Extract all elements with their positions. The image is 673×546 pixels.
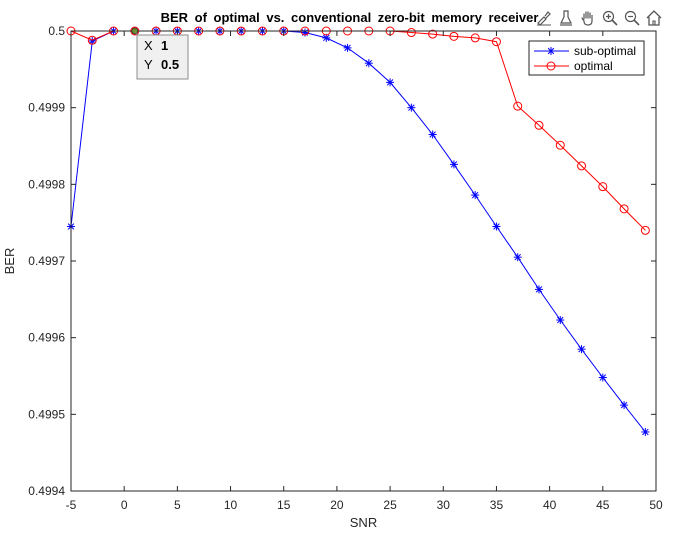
data-point <box>428 130 437 139</box>
x-tick-label: 50 <box>649 498 663 512</box>
pan-hand-icon[interactable] <box>578 8 598 28</box>
datatip-y-value: 0.5 <box>161 57 179 72</box>
data-point <box>577 161 587 171</box>
home-icon[interactable] <box>644 8 664 28</box>
data-point <box>343 43 352 52</box>
datatip[interactable]: X 1Y 0.5 <box>131 27 189 80</box>
data-point <box>598 373 607 382</box>
data-point <box>471 191 480 200</box>
data-point <box>535 285 543 294</box>
data-point <box>406 28 416 38</box>
data-point <box>87 35 97 45</box>
data-point <box>364 59 373 68</box>
data-point <box>428 29 438 39</box>
datatip-x-label: X <box>144 38 153 53</box>
x-tick-label: 5 <box>174 498 181 512</box>
data-point <box>577 345 586 354</box>
datatip-x-value: 1 <box>161 38 168 53</box>
data-point <box>492 222 501 231</box>
x-tick-label: 30 <box>437 498 451 512</box>
data-point <box>407 103 416 112</box>
data-point <box>598 182 608 192</box>
y-axis-label: BER <box>2 248 17 275</box>
data-point <box>513 253 522 262</box>
y-tick-label: 0.4999 <box>28 101 65 115</box>
x-tick-label: 20 <box>330 498 344 512</box>
data-point <box>641 427 650 436</box>
data-point <box>619 204 629 214</box>
plot-area[interactable] <box>71 31 656 491</box>
y-tick-label: 0.4995 <box>28 407 65 421</box>
x-tick-label: 15 <box>277 498 291 512</box>
datatip-box <box>136 34 189 80</box>
legend-marker <box>547 47 555 55</box>
y-tick-label: 0.4998 <box>28 177 65 191</box>
datatip-y-label: Y <box>144 57 153 72</box>
x-tick-label: 35 <box>490 498 504 512</box>
data-point <box>449 160 458 169</box>
data-point <box>470 33 480 43</box>
data-point <box>555 140 565 150</box>
brush-icon[interactable] <box>534 8 554 28</box>
legend-marker <box>546 61 556 71</box>
zoom-in-icon[interactable] <box>600 8 620 28</box>
data-point <box>556 316 565 325</box>
eraser-icon[interactable] <box>556 8 576 28</box>
x-tick-label: 0 <box>121 498 128 512</box>
legend-label: sub-optimal <box>574 44 636 58</box>
data-point <box>640 225 650 235</box>
data-point <box>449 31 459 41</box>
chart-title: BER of optimal vs. conventional zero-bit… <box>161 10 539 25</box>
y-tick-label: 0.4994 <box>28 484 65 498</box>
x-tick-label: -5 <box>66 498 77 512</box>
data-point <box>322 33 331 42</box>
data-point <box>513 101 523 111</box>
x-tick-label: 40 <box>543 498 557 512</box>
axes[interactable]: -5 0 5 10 15 20 25 30 35 40 45 50 0.4994 0.4995 0.4996… <box>28 24 663 512</box>
ticks-layer: -5 0 5 10 15 20 25 30 35 40 45 50 0.4994 0.4995 0.4996… <box>28 24 663 512</box>
x-tick-label: 25 <box>383 498 397 512</box>
data-point <box>534 120 544 130</box>
zoom-out-icon[interactable] <box>622 8 642 28</box>
y-tick-label: 0.4996 <box>28 331 65 345</box>
legend-item: optimal <box>534 59 613 73</box>
x-tick-label: 10 <box>224 498 238 512</box>
legend-item: sub-optimal <box>534 44 636 58</box>
data-point <box>386 78 395 87</box>
legend-label: optimal <box>574 59 613 73</box>
figure-toolbar <box>534 8 664 30</box>
data-point <box>491 37 501 47</box>
data-point <box>620 401 629 410</box>
y-tick-label: 0.4997 <box>28 254 65 268</box>
x-axis-label: SNR <box>350 515 377 530</box>
x-tick-label: 45 <box>596 498 610 512</box>
y-tick-label: 0.5 <box>48 24 65 38</box>
